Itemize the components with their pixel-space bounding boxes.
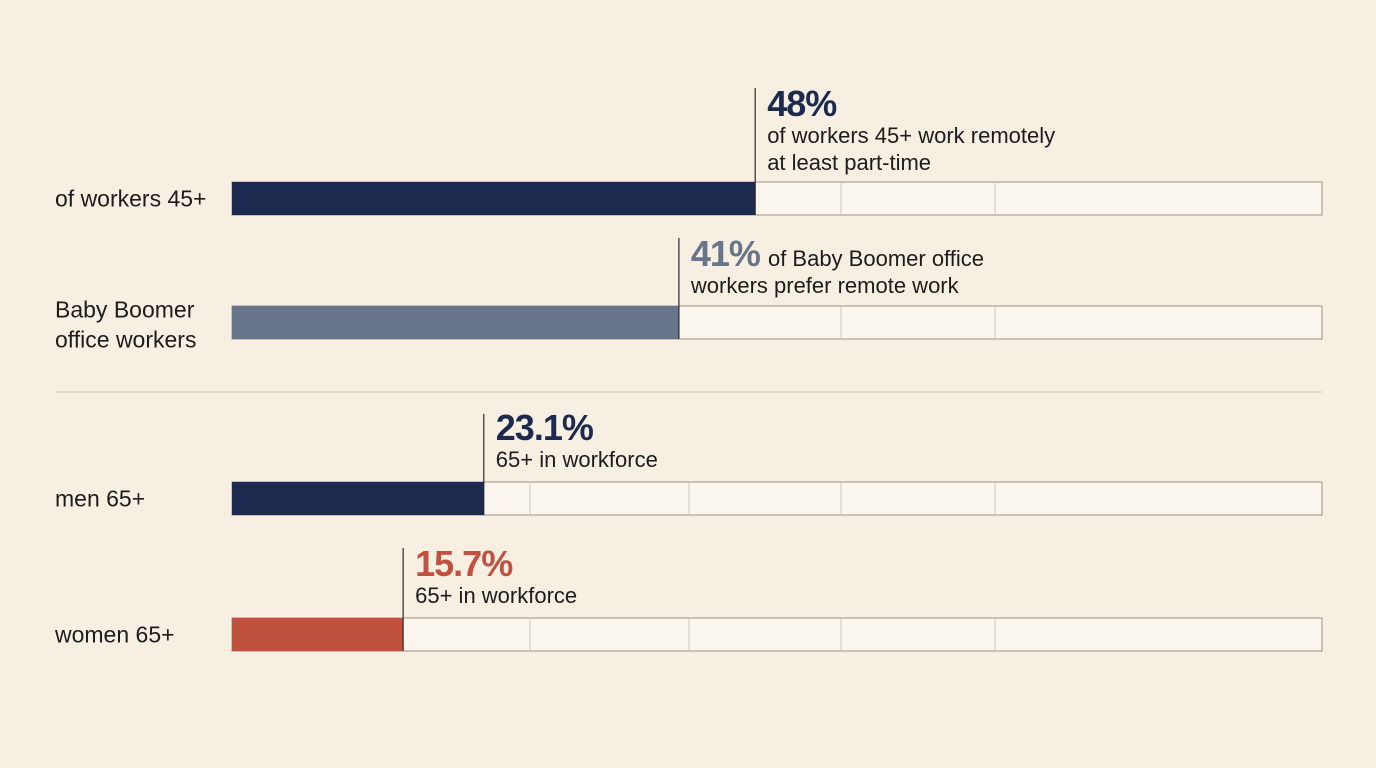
row-label: of workers 45+ — [55, 186, 207, 212]
value-caption: of Baby Boomer office — [768, 246, 984, 271]
value-label: 15.7% — [415, 543, 513, 584]
value-caption: 65+ in workforce — [496, 447, 658, 472]
row-label-line: men 65+ — [55, 486, 145, 512]
value-caption: 65+ in workforce — [415, 583, 577, 608]
row-label-line: Baby Boomer — [55, 297, 195, 323]
row-label-line: women 65+ — [54, 622, 175, 648]
bar — [232, 482, 484, 515]
bar — [232, 618, 404, 651]
value-caption: of workers 45+ work remotely — [767, 123, 1055, 148]
bar — [232, 182, 756, 215]
row-label-line: office workers — [55, 327, 196, 353]
bar-track — [231, 617, 1323, 652]
value-caption: at least part-time — [767, 150, 931, 175]
value-caption: workers prefer remote work — [690, 273, 960, 298]
row-label: Baby Boomer office workers — [55, 297, 196, 353]
value-label: 41% — [691, 233, 761, 274]
row-label: men 65+ — [55, 486, 145, 512]
value-label: 48% — [767, 83, 837, 124]
value-label: 23.1% — [496, 407, 594, 448]
bar — [232, 306, 679, 339]
row-label-line: of workers 45+ — [55, 186, 207, 212]
row-label: women 65+ — [54, 622, 175, 648]
